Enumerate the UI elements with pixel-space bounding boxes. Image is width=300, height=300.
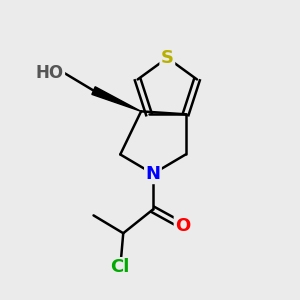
Text: N: N: [146, 165, 160, 183]
Polygon shape: [92, 87, 141, 111]
Text: O: O: [175, 217, 190, 235]
Text: Cl: Cl: [111, 258, 130, 276]
Text: HO: HO: [36, 64, 64, 82]
Text: S: S: [161, 49, 174, 67]
